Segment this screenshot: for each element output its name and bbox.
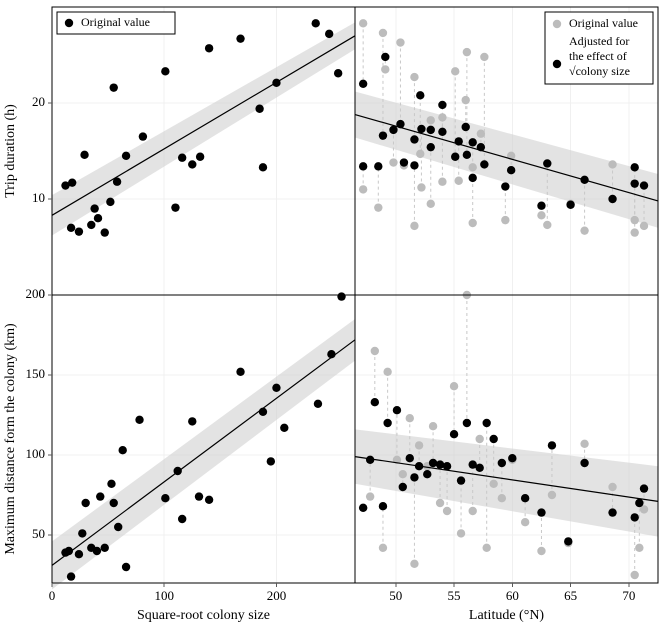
- svg-text:55: 55: [448, 588, 461, 603]
- svg-text:10: 10: [32, 190, 45, 205]
- figure-svg: 010205010015020001002005055606570Trip du…: [0, 0, 667, 631]
- svg-text:Latitude (°N): Latitude (°N): [469, 608, 545, 623]
- svg-text:√colony size: √colony size: [569, 64, 630, 78]
- svg-text:100: 100: [154, 588, 174, 603]
- svg-text:0: 0: [49, 588, 56, 603]
- svg-text:150: 150: [26, 366, 46, 381]
- svg-text:60: 60: [506, 588, 519, 603]
- svg-text:Original value: Original value: [81, 15, 150, 29]
- svg-text:50: 50: [389, 588, 402, 603]
- figure-root: 010205010015020001002005055606570Trip du…: [0, 0, 667, 631]
- svg-text:200: 200: [267, 588, 287, 603]
- svg-text:100: 100: [26, 446, 46, 461]
- svg-text:Square-root colony size: Square-root colony size: [137, 608, 270, 623]
- svg-text:Maximum distance form the colo: Maximum distance form the colony (km): [3, 323, 18, 555]
- svg-text:65: 65: [564, 588, 577, 603]
- svg-text:Adjusted for: Adjusted for: [569, 34, 629, 48]
- svg-text:70: 70: [622, 588, 635, 603]
- svg-text:200: 200: [26, 286, 46, 301]
- svg-text:20: 20: [32, 94, 45, 109]
- svg-text:Trip duration (h): Trip duration (h): [3, 104, 18, 198]
- svg-text:the effect of: the effect of: [569, 49, 627, 63]
- svg-text:Original value: Original value: [569, 16, 638, 30]
- svg-text:50: 50: [32, 526, 45, 541]
